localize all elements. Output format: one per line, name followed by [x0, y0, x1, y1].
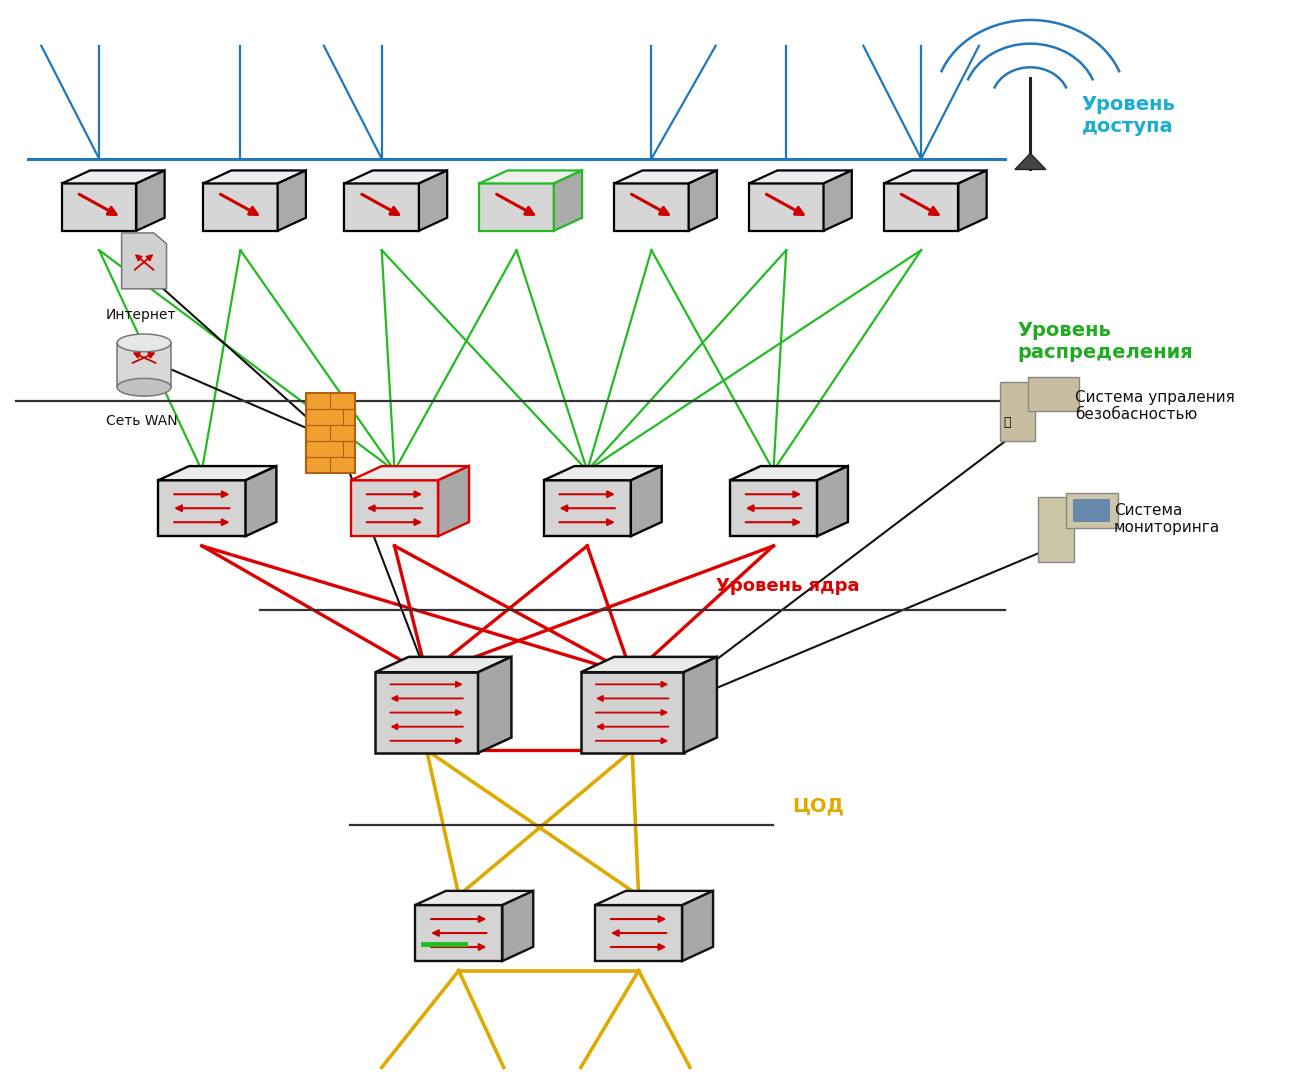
Polygon shape — [1000, 382, 1036, 441]
Polygon shape — [730, 480, 817, 536]
Polygon shape — [415, 905, 502, 961]
Polygon shape — [823, 171, 851, 230]
Polygon shape — [631, 466, 662, 536]
Polygon shape — [502, 891, 533, 961]
Polygon shape — [62, 184, 137, 230]
Text: ЦОД: ЦОД — [793, 797, 845, 816]
Polygon shape — [689, 171, 717, 230]
Polygon shape — [749, 184, 823, 230]
Polygon shape — [595, 905, 682, 961]
Polygon shape — [137, 171, 165, 230]
Polygon shape — [614, 171, 717, 184]
Text: 🔒: 🔒 — [1004, 416, 1011, 429]
Polygon shape — [306, 392, 355, 473]
Polygon shape — [580, 672, 684, 752]
Polygon shape — [203, 171, 306, 184]
Polygon shape — [439, 466, 470, 536]
Polygon shape — [884, 171, 987, 184]
Polygon shape — [375, 657, 511, 672]
Polygon shape — [595, 891, 713, 905]
Text: Уровень
доступа: Уровень доступа — [1082, 95, 1175, 136]
Text: Система
мониторинга: Система мониторинга — [1113, 503, 1220, 535]
Polygon shape — [480, 184, 553, 230]
Polygon shape — [159, 466, 276, 480]
Polygon shape — [1015, 154, 1046, 170]
Polygon shape — [344, 171, 448, 184]
Polygon shape — [277, 171, 306, 230]
Polygon shape — [884, 184, 958, 230]
Polygon shape — [480, 171, 582, 184]
Polygon shape — [62, 171, 165, 184]
Polygon shape — [117, 343, 172, 387]
Polygon shape — [958, 171, 987, 230]
Polygon shape — [684, 657, 717, 752]
Polygon shape — [553, 171, 582, 230]
Text: Уровень
распределения: Уровень распределения — [1018, 321, 1193, 362]
Polygon shape — [351, 480, 439, 536]
Polygon shape — [730, 466, 848, 480]
Polygon shape — [419, 171, 448, 230]
Polygon shape — [682, 891, 713, 961]
Polygon shape — [344, 184, 419, 230]
Ellipse shape — [117, 334, 172, 351]
Polygon shape — [1038, 497, 1075, 562]
Polygon shape — [817, 466, 848, 536]
Polygon shape — [543, 480, 631, 536]
Polygon shape — [1073, 498, 1111, 522]
Text: Интернет: Интернет — [106, 308, 175, 322]
Text: Система упраления
безобасностью: Система упраления безобасностью — [1076, 390, 1235, 423]
Polygon shape — [415, 891, 533, 905]
Polygon shape — [159, 480, 245, 536]
Polygon shape — [121, 232, 166, 289]
Polygon shape — [479, 657, 511, 752]
Ellipse shape — [117, 378, 172, 396]
Text: Сеть WAN: Сеть WAN — [106, 414, 177, 428]
Polygon shape — [1067, 493, 1117, 528]
Text: Уровень ядра: Уровень ядра — [716, 576, 859, 595]
Polygon shape — [580, 657, 717, 672]
Polygon shape — [351, 466, 470, 480]
Polygon shape — [203, 184, 277, 230]
Polygon shape — [614, 184, 689, 230]
Polygon shape — [749, 171, 851, 184]
Polygon shape — [1028, 377, 1080, 412]
Polygon shape — [543, 466, 662, 480]
Polygon shape — [375, 672, 479, 752]
Polygon shape — [245, 466, 276, 536]
